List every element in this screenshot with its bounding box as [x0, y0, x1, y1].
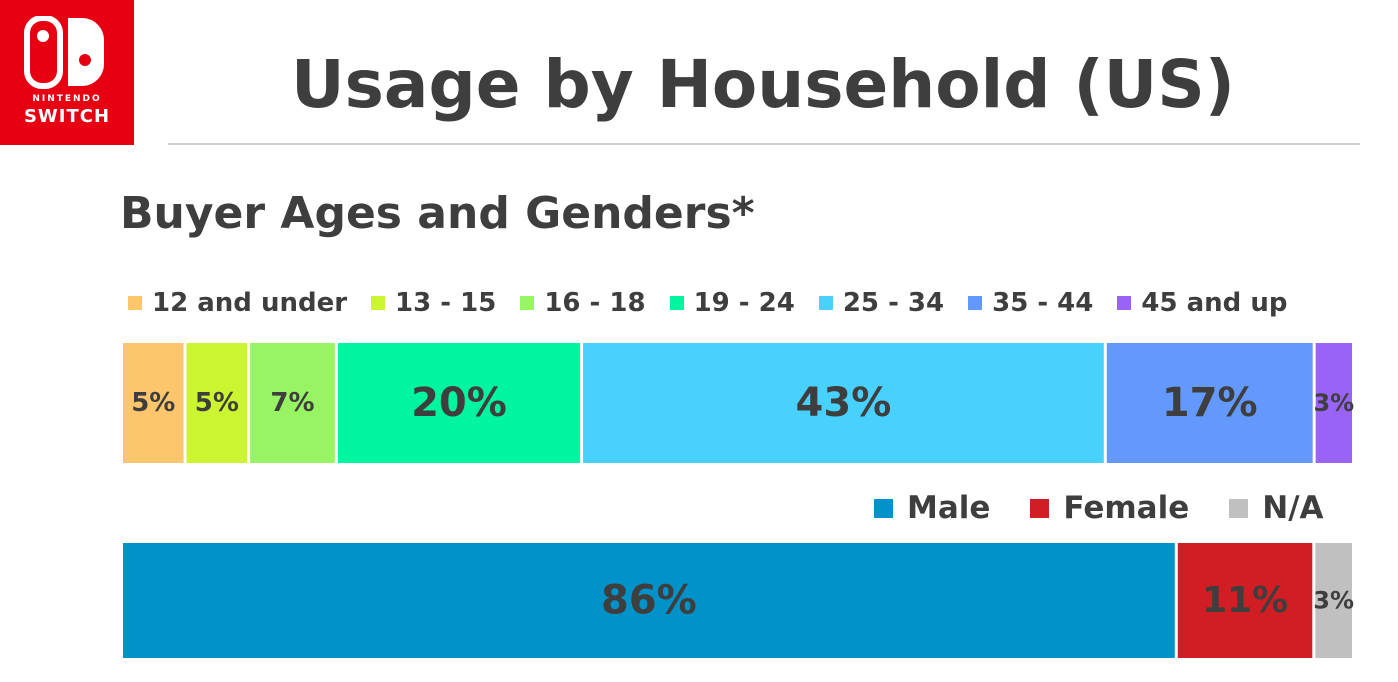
age-legend-swatch-45-and-up: [1117, 296, 1132, 310]
gender-legend-item-male: Male: [874, 490, 1030, 526]
age-label-16-18: 7%: [270, 388, 314, 418]
gender-legend-swatch-n-a: [1229, 498, 1249, 518]
page-title: Usage by Household (US): [291, 46, 1235, 123]
logo-switch-text: SWITCH: [23, 106, 111, 127]
age-legend-swatch-25-34: [818, 296, 833, 310]
age-legend-item-19-24: 19 - 24: [669, 288, 819, 318]
gender-label-n-a: 3%: [1313, 587, 1354, 615]
age-bar-45-and-up: [1315, 343, 1352, 463]
chart-subtitle: Buyer Ages and Genders*: [120, 188, 755, 239]
age-legend-item-13-15: 13 - 15: [371, 288, 520, 318]
age-bar-16-18: [250, 343, 335, 463]
age-legend-item-25-34: 25 - 34: [818, 288, 968, 318]
gender-legend-label-n-a: N/A: [1262, 490, 1324, 526]
age-legend-item-35-44: 35 - 44: [968, 288, 1117, 318]
age-bar-13-15: [186, 343, 248, 463]
age-label-12-and-under: 5%: [131, 388, 175, 418]
age-legend-swatch-19-24: [669, 296, 684, 310]
gender-legend-swatch-female: [1030, 498, 1050, 518]
nintendo-switch-logo: NINTENDO SWITCH: [0, 0, 134, 145]
gender-legend-label-male: Male: [907, 490, 991, 526]
logo-nintendo-text: NINTENDO: [32, 94, 102, 104]
age-label-45-and-up: 3%: [1313, 389, 1354, 417]
age-legend-swatch-13-15: [371, 296, 386, 310]
age-legend-swatch-35-44: [968, 296, 983, 310]
age-bar-35-44: [1106, 343, 1313, 463]
title-divider: [168, 143, 1360, 145]
age-bar-19-24: [337, 343, 581, 463]
age-legend-label-19-24: 19 - 24: [693, 288, 795, 318]
age-legend-label-35-44: 35 - 44: [992, 288, 1094, 318]
age-label-13-15: 5%: [195, 388, 239, 418]
gender-legend: Male Female N/A: [874, 490, 1364, 526]
gender-bar-n-a: [1315, 543, 1352, 658]
age-legend-label-45-and-up: 45 and up: [1141, 288, 1288, 318]
age-label-25-34: 43%: [796, 380, 892, 426]
age-label-19-24: 20%: [411, 380, 507, 426]
gender-legend-swatch-male: [874, 498, 893, 518]
age-legend-swatch-16-18: [520, 296, 535, 310]
gender-legend-item-n-a: N/A: [1229, 490, 1363, 526]
age-bar-12-and-under: [123, 343, 184, 463]
age-legend-label-13-15: 13 - 15: [395, 288, 497, 318]
age-legend-item-12-and-under: 12 and under: [128, 288, 371, 318]
age-legend-swatch-12-and-under: [128, 296, 142, 310]
age-legend-label-16-18: 16 - 18: [544, 288, 646, 318]
gender-bar-female: [1177, 543, 1313, 658]
age-legend-item-45-and-up: 45 and up: [1117, 288, 1311, 318]
gender-label-male: 86%: [601, 578, 697, 624]
age-legend: 12 and under 13 - 15 16 - 18 19 - 24 25 - 34…: [128, 288, 1311, 318]
age-legend-item-16-18: 16 - 18: [520, 288, 669, 318]
age-bar-25-34: [583, 343, 1104, 463]
gender-bar-male: [123, 543, 1175, 658]
gender-legend-label-female: Female: [1063, 490, 1190, 526]
age-label-35-44: 17%: [1162, 380, 1258, 426]
switch-console-icon: [24, 16, 104, 89]
gender-legend-item-female: Female: [1030, 490, 1229, 526]
age-legend-label-12-and-under: 12 and under: [152, 288, 348, 318]
gender-label-female: 11%: [1202, 580, 1288, 621]
age-legend-label-25-34: 25 - 34: [842, 288, 945, 318]
